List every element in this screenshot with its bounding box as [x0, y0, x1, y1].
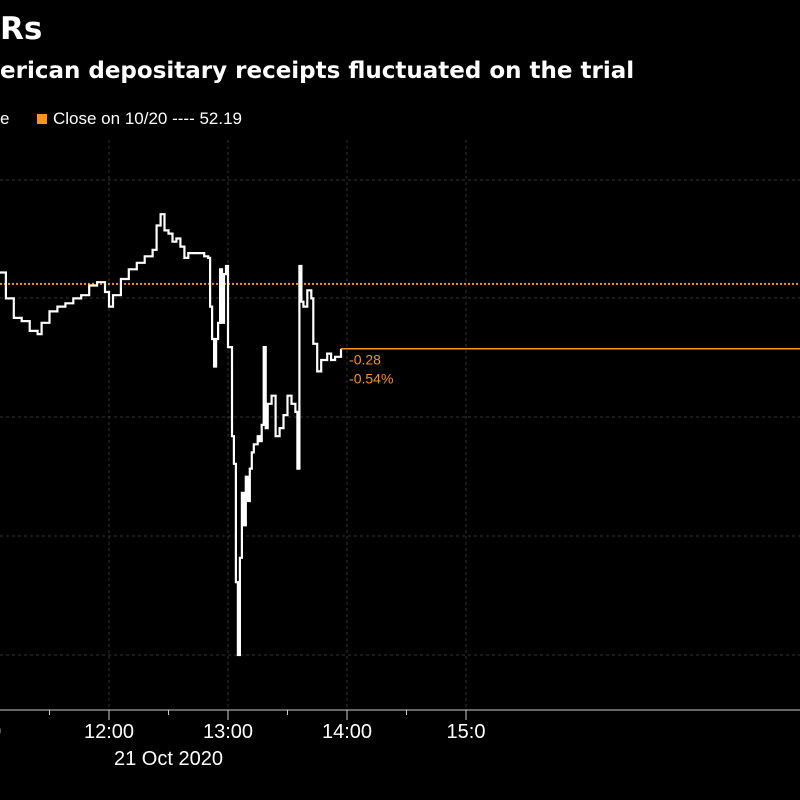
legend-swatch-close: [37, 114, 47, 124]
series-group: -0.28 -0.54%: [0, 213, 800, 657]
tick-labels: 00 12:00 13:00 14:00 15:0 21 Oct 2020: [0, 721, 485, 770]
legend-item-close-label: Close on 10/20 ---- 52.19: [53, 109, 242, 128]
x-tick-label: 12:00: [84, 721, 134, 743]
x-tick-label: 00: [0, 721, 1, 743]
x-tick-label: 14:00: [322, 721, 372, 743]
gridlines: [0, 140, 800, 710]
change-abs-label: -0.28: [349, 352, 381, 368]
chart-title: Rs: [0, 11, 43, 47]
x-tick-label: 15:0: [447, 721, 486, 743]
x-tick-label: 13:00: [203, 721, 253, 743]
chart-subtitle: erican depositary receipts fluctuated on…: [0, 58, 635, 84]
x-axis-date-label: 21 Oct 2020: [114, 748, 223, 770]
change-pct-label: -0.54%: [349, 371, 393, 387]
legend-item-price: e: [0, 109, 10, 128]
x-axis: [0, 709, 800, 720]
price-line: [0, 213, 343, 657]
